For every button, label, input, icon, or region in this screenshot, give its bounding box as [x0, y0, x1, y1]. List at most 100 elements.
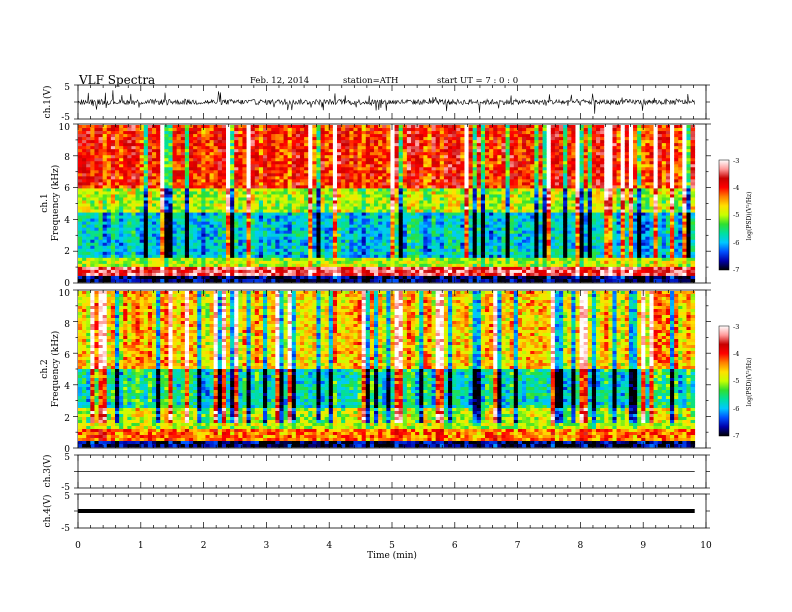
spectrogram-cell	[357, 137, 363, 141]
spectrogram-cell	[131, 230, 136, 235]
spectrogram-cell	[279, 263, 284, 268]
spectrogram-cell	[115, 125, 120, 129]
spectrogram-cell	[221, 212, 227, 216]
spectrogram-cell	[324, 260, 330, 265]
spectrogram-cell	[164, 176, 169, 180]
spectrogram-cell	[106, 176, 112, 180]
spectrogram-cell	[287, 266, 293, 271]
spectrogram-cell	[131, 179, 136, 183]
spectrogram-cell	[349, 191, 354, 195]
spectrogram-cell	[369, 272, 375, 277]
spectrogram-cell	[160, 209, 165, 213]
spectrogram-cell	[357, 212, 363, 216]
spectrogram-cell	[250, 245, 256, 250]
spectrogram-cell	[168, 212, 173, 216]
spectrogram-cell	[304, 140, 309, 144]
spectrogram-cell	[439, 149, 445, 153]
spectrogram-cell	[139, 128, 145, 132]
spectrogram-cell	[341, 242, 346, 247]
spectrogram-cell	[180, 152, 186, 156]
spectrogram-cell	[115, 137, 120, 141]
spectrogram-cell	[386, 257, 391, 262]
spectrogram-cell	[267, 260, 272, 265]
spectrogram-cell	[460, 230, 465, 235]
spectrogram-cell	[369, 197, 375, 201]
spectrogram-cell	[456, 275, 461, 280]
spectrogram-cell	[382, 173, 387, 177]
spectrogram-cell	[184, 236, 190, 241]
spectrogram-cell	[119, 230, 124, 235]
spectrogram-cell	[345, 188, 350, 192]
spectrogram-cell	[287, 215, 293, 219]
spectrogram-cell	[365, 227, 371, 232]
spectrogram-cell	[406, 227, 412, 232]
spectrogram-cell	[189, 185, 194, 189]
spectrogram-cell	[406, 266, 412, 271]
spectrogram-cell	[423, 245, 428, 250]
spectrogram-cell	[258, 278, 264, 283]
spectrogram-cell	[164, 188, 169, 192]
spectrogram-cell	[143, 227, 149, 232]
spectrogram-cell	[406, 191, 412, 195]
spectrogram-cell	[156, 272, 161, 277]
spectrogram-cell	[382, 140, 387, 144]
spectrogram-cell	[254, 209, 260, 213]
spectrogram-cell	[127, 161, 132, 165]
spectrogram-cell	[312, 224, 317, 229]
spectrogram-cell	[427, 200, 432, 204]
spectrogram-cell	[131, 158, 136, 162]
spectrogram-cell	[119, 251, 124, 256]
spectrogram-cell	[341, 140, 346, 144]
spectrogram-cell	[448, 248, 453, 253]
spectrogram-cell	[164, 182, 169, 186]
spectrogram-cell	[345, 164, 350, 168]
spectrogram-cell	[234, 188, 239, 192]
spectrogram-cell	[423, 254, 428, 259]
spectrogram-cell	[172, 251, 178, 256]
spectrogram-cell	[295, 149, 301, 153]
spectrogram-cell	[135, 200, 141, 204]
spectrogram-cell	[386, 230, 391, 235]
spectrogram-cell	[394, 215, 400, 219]
spectrogram-cell	[415, 212, 420, 216]
spectrogram-cell	[139, 215, 145, 219]
spectrogram-cell	[189, 266, 194, 271]
spectrogram-cell	[184, 170, 190, 174]
spectrogram-cell	[258, 197, 264, 201]
spectrogram-cell	[341, 164, 346, 168]
spectrogram-cell	[365, 182, 371, 186]
spectrogram-cell	[411, 152, 416, 156]
spectrogram-cell	[156, 143, 161, 147]
spectrogram-cell	[156, 200, 161, 204]
spectrogram-cell	[267, 140, 272, 144]
spectrogram-cell	[275, 254, 280, 259]
spectrogram-cell	[398, 200, 404, 204]
spectrogram-cell	[168, 254, 173, 259]
spectrogram-cell	[341, 254, 346, 259]
spectrogram-cell	[468, 242, 474, 247]
spectrogram-cell	[287, 158, 293, 162]
spectrogram-cell	[448, 236, 453, 241]
spectrogram-cell	[205, 125, 210, 129]
spectrogram-cell	[394, 176, 400, 180]
spectrogram-cell	[365, 191, 371, 195]
spectrogram-cell	[337, 125, 342, 129]
spectrogram-cell	[242, 134, 247, 138]
spectrogram-cell	[369, 140, 375, 144]
spectrogram-cell	[316, 125, 321, 129]
spectrogram-cell	[184, 266, 190, 271]
spectrogram-cell	[160, 146, 165, 150]
spectrogram-cell	[406, 209, 412, 213]
spectrogram-cell	[94, 269, 99, 274]
spectrogram-cell	[439, 212, 445, 216]
spectrogram-cell	[180, 272, 186, 277]
spectrogram-cell	[86, 152, 91, 156]
spectrogram-cell	[398, 278, 404, 283]
spectrogram-cell	[184, 224, 190, 229]
spectrogram-cell	[345, 266, 350, 271]
spectrogram-cell	[341, 233, 346, 238]
spectrogram-cell	[102, 245, 108, 250]
spectrogram-cell	[345, 182, 350, 186]
spectrogram-cell	[435, 143, 441, 147]
spectrogram-cell	[419, 254, 424, 259]
